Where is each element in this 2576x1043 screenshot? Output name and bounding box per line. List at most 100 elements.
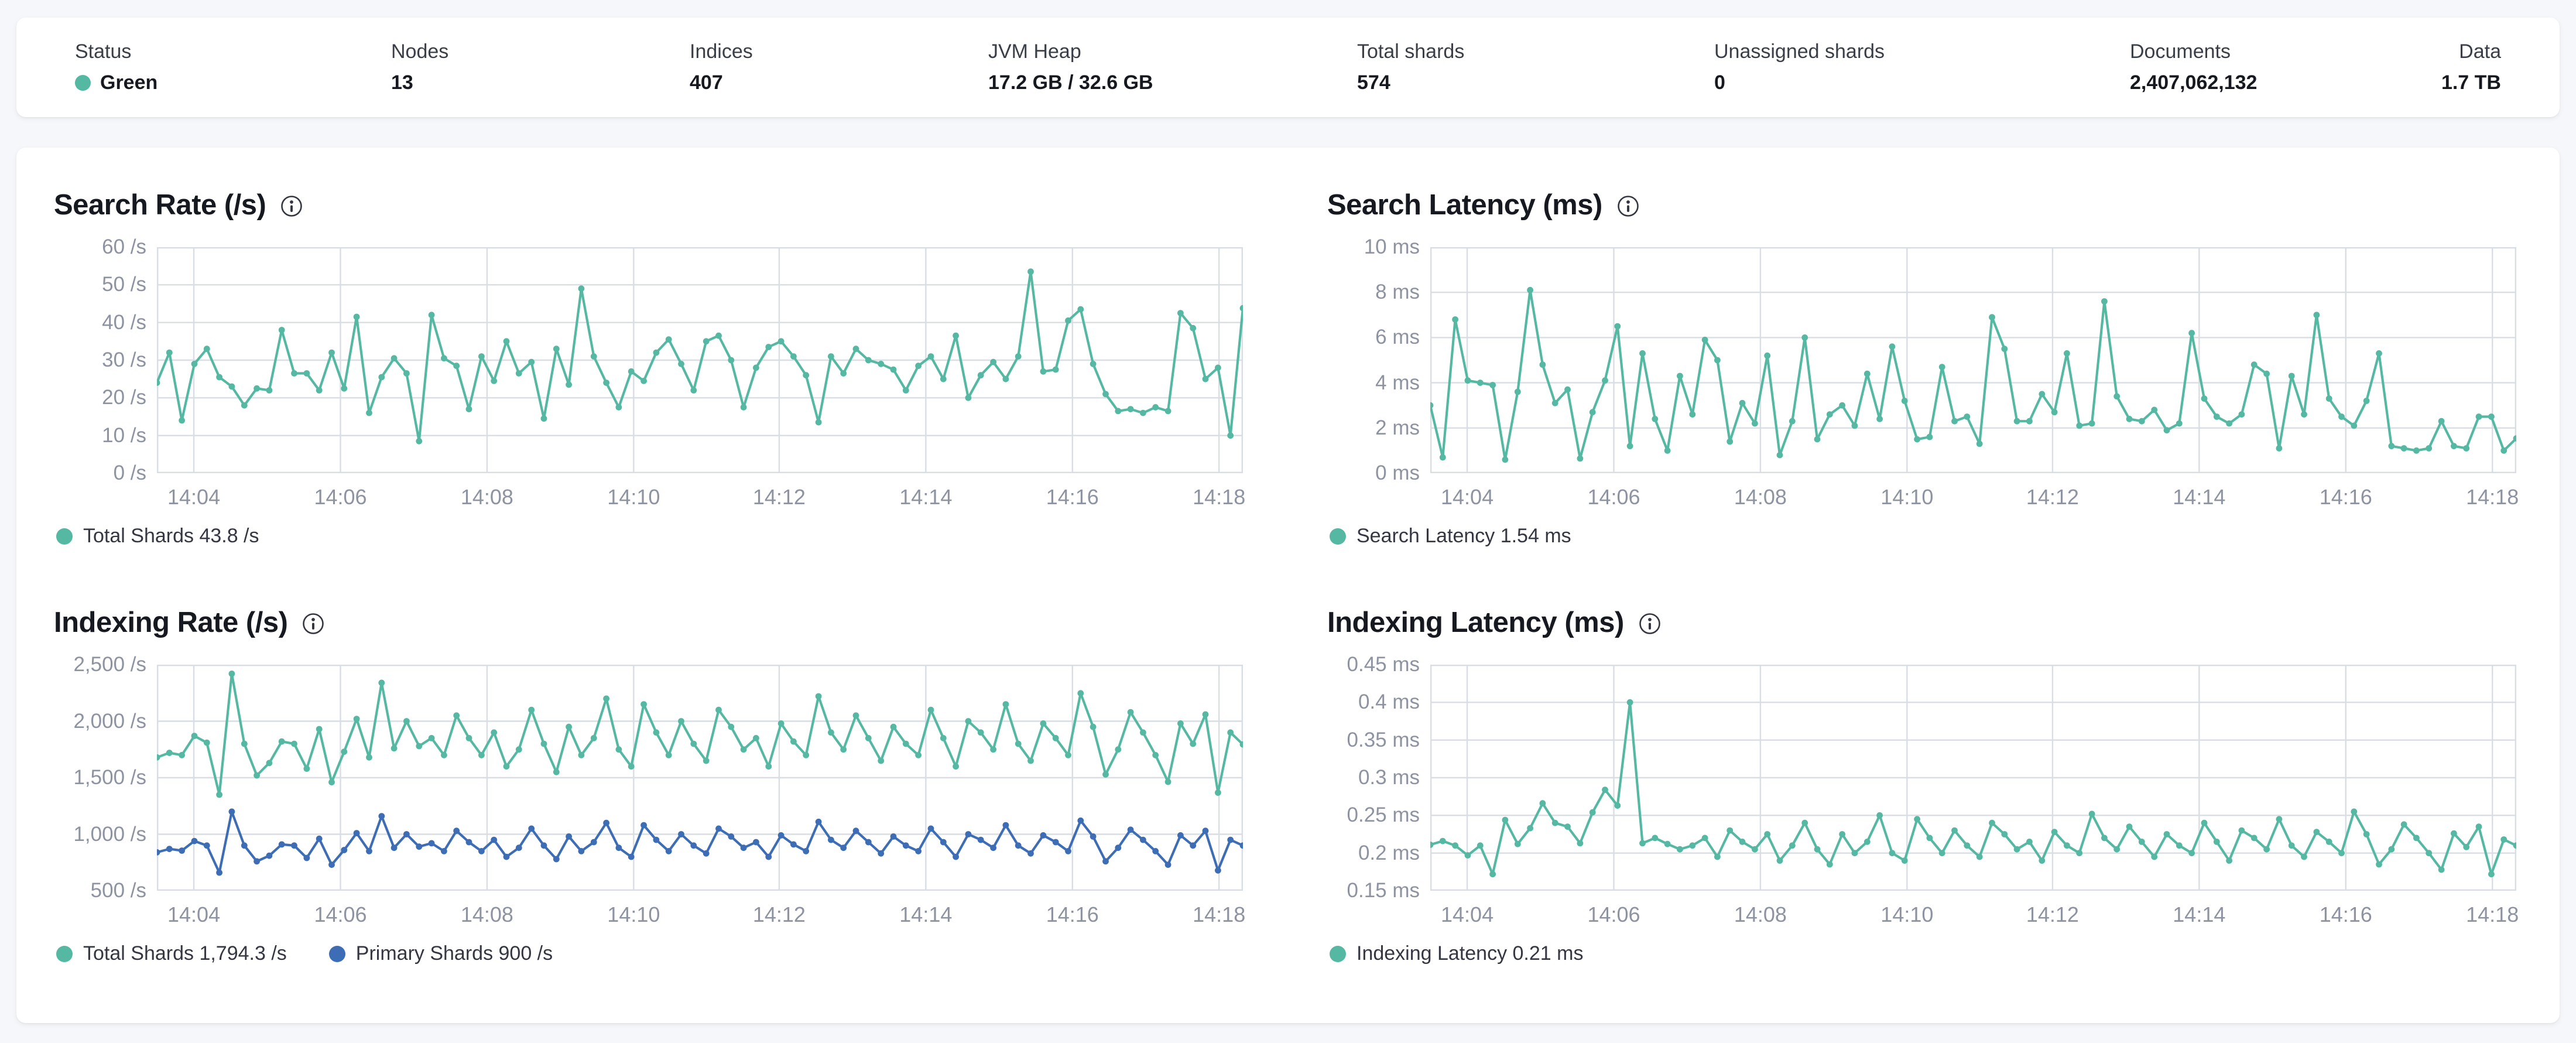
x-tick-label: 14:16 — [2319, 902, 2372, 926]
info-icon[interactable] — [280, 194, 303, 218]
stat-documents: Documents 2,407,062,132 — [2130, 40, 2441, 94]
stat-indices-label: Indices — [690, 40, 753, 63]
legend-dot — [328, 945, 345, 962]
y-tick-label: 2 ms — [1375, 416, 1420, 439]
legend-label: Primary Shards 900 /s — [355, 942, 553, 965]
x-tick-label: 14:12 — [2026, 902, 2079, 926]
series-line-total-shards — [155, 270, 1245, 443]
stat-unassigned-shards-label: Unassigned shards — [1714, 40, 1885, 63]
x-tick-label: 14:08 — [460, 485, 513, 509]
chart-canvas — [1427, 664, 2520, 892]
x-tick-label: 14:12 — [2026, 485, 2079, 509]
x-tick-label: 14:08 — [1734, 902, 1787, 926]
legend-item-indexing-latency[interactable]: Indexing Latency 0.21 ms — [1330, 942, 1583, 965]
legend-item-total-shards[interactable]: Total Shards 1,794.3 /s — [56, 942, 287, 965]
stat-documents-value: 2,407,062,132 — [2130, 71, 2258, 94]
stat-total-shards-value: 574 — [1357, 71, 1390, 94]
x-tick-label: 14:10 — [1880, 902, 1934, 926]
y-tick-label: 0.25 ms — [1347, 803, 1420, 827]
stat-indices: Indices 407 — [690, 40, 988, 94]
y-tick-label: 0.15 ms — [1347, 879, 1420, 902]
chart-canvas — [153, 246, 1246, 474]
x-tick-label: 14:16 — [2319, 485, 2372, 509]
legend-label: Indexing Latency 0.21 ms — [1356, 942, 1584, 965]
x-tick-label: 14:14 — [899, 902, 953, 926]
stat-jvm-heap: JVM Heap 17.2 GB / 32.6 GB — [988, 40, 1357, 94]
y-tick-label: 0 ms — [1375, 461, 1420, 484]
y-tick-label: 8 ms — [1375, 281, 1420, 304]
y-tick-label: 0.35 ms — [1347, 728, 1420, 751]
y-tick-label: 500 /s — [90, 879, 146, 902]
x-tick-label: 14:14 — [2173, 485, 2226, 509]
legend-dot — [1330, 528, 1346, 545]
series-line-primary-shards — [155, 810, 1245, 874]
stat-data: Data 1.7 TB — [2441, 40, 2501, 94]
x-tick-label: 14:10 — [607, 902, 660, 926]
chart-canvas — [1427, 246, 2520, 474]
y-tick-label: 10 /s — [102, 423, 146, 447]
stat-jvm-heap-value: 17.2 GB / 32.6 GB — [988, 71, 1153, 94]
y-tick-label: 0.45 ms — [1347, 653, 1420, 676]
stat-status-value: Green — [100, 71, 158, 94]
chart-title: Indexing Latency (ms) — [1327, 607, 1624, 638]
series-line-indexing-latency — [1429, 701, 2518, 876]
y-tick-label: 1,500 /s — [73, 766, 146, 789]
stat-indices-value: 407 — [690, 71, 723, 94]
indexing-rate-chart: Indexing Rate (/s) 2,500 /s 2,000 /s 1,500… — [53, 606, 1250, 965]
indexing-latency-chart: Indexing Latency (ms) 0.45 ms 0.4 ms 0.35 … — [1326, 606, 2523, 965]
chart-title: Search Rate (/s) — [54, 189, 266, 221]
stat-jvm-heap-label: JVM Heap — [988, 40, 1081, 63]
plot-area[interactable]: 2,500 /s 2,000 /s 1,500 /s 1,000 /s 500 /s 14… — [73, 653, 1246, 926]
stat-data-label: Data — [2459, 40, 2501, 63]
y-tick-label: 0.3 ms — [1358, 766, 1420, 789]
stat-nodes-value: 13 — [391, 71, 413, 94]
plot-area[interactable]: 10 ms 8 ms 6 ms 4 ms 2 ms 0 ms 14:04 14:06 14:08… — [1364, 235, 2520, 509]
chart-legend: Indexing Latency 0.21 ms — [1330, 942, 2523, 965]
x-tick-label: 14:18 — [1193, 485, 1246, 509]
info-icon[interactable] — [302, 612, 325, 635]
y-tick-label: 2,500 /s — [73, 653, 146, 676]
x-tick-label: 14:06 — [314, 902, 367, 926]
x-tick-label: 14:06 — [1587, 902, 1640, 926]
y-tick-label: 0.2 ms — [1358, 841, 1420, 864]
series-line-search-latency — [1429, 289, 2518, 461]
stat-nodes: Nodes 13 — [391, 40, 690, 94]
y-tick-label: 6 ms — [1375, 326, 1420, 349]
x-tick-label: 14:08 — [1734, 485, 1787, 509]
legend-item-primary-shards[interactable]: Primary Shards 900 /s — [328, 942, 553, 965]
plot-area[interactable]: 0.45 ms 0.4 ms 0.35 ms 0.3 ms 0.25 ms 0.2 ms 0… — [1347, 653, 2520, 926]
legend-dot — [56, 945, 73, 962]
plot-area[interactable]: 60 /s 50 /s 40 /s 30 /s 20 /s 10 /s 0 /s 14:04 1… — [102, 235, 1246, 509]
chart-canvas — [153, 664, 1246, 892]
y-tick-label: 0 /s — [113, 461, 146, 484]
legend-dot — [56, 528, 73, 545]
stat-unassigned-shards-value: 0 — [1714, 71, 1725, 94]
stat-unassigned-shards: Unassigned shards 0 — [1714, 40, 2130, 94]
legend-label: Search Latency 1.54 ms — [1356, 525, 1571, 547]
x-tick-label: 14:18 — [2466, 902, 2519, 926]
x-tick-label: 14:04 — [167, 902, 221, 926]
x-tick-label: 14:04 — [167, 485, 221, 509]
legend-item-search-latency[interactable]: Search Latency 1.54 ms — [1330, 525, 1571, 548]
stat-documents-label: Documents — [2130, 40, 2231, 63]
stat-status: Status Green — [75, 40, 391, 94]
y-tick-label: 0.4 ms — [1358, 690, 1420, 714]
chart-legend: Total Shards 1,794.3 /s Primary Shards 90… — [56, 942, 1250, 965]
y-tick-label: 50 /s — [102, 273, 146, 296]
x-tick-label: 14:12 — [752, 902, 806, 926]
chart-legend: Total Shards 43.8 /s — [56, 525, 1250, 548]
y-tick-label: 40 /s — [102, 310, 146, 334]
legend-item-total-shards[interactable]: Total Shards 43.8 /s — [56, 525, 259, 548]
search-rate-chart: Search Rate (/s) 60 /s 50 /s 40 /s 30 /s 20 … — [53, 189, 1250, 548]
info-icon[interactable] — [1638, 612, 1662, 635]
chart-legend: Search Latency 1.54 ms — [1330, 525, 2523, 548]
x-tick-label: 14:14 — [2173, 902, 2226, 926]
legend-dot — [1330, 945, 1346, 962]
x-tick-label: 14:12 — [752, 485, 806, 509]
x-tick-label: 14:10 — [607, 485, 660, 509]
chart-title: Search Latency (ms) — [1327, 189, 1602, 221]
x-tick-label: 14:18 — [1193, 902, 1246, 926]
y-tick-label: 60 /s — [102, 235, 146, 258]
info-icon[interactable] — [1616, 194, 1640, 218]
charts-grid: Search Rate (/s) 60 /s 50 /s 40 /s 30 /s 20 … — [53, 189, 2523, 965]
